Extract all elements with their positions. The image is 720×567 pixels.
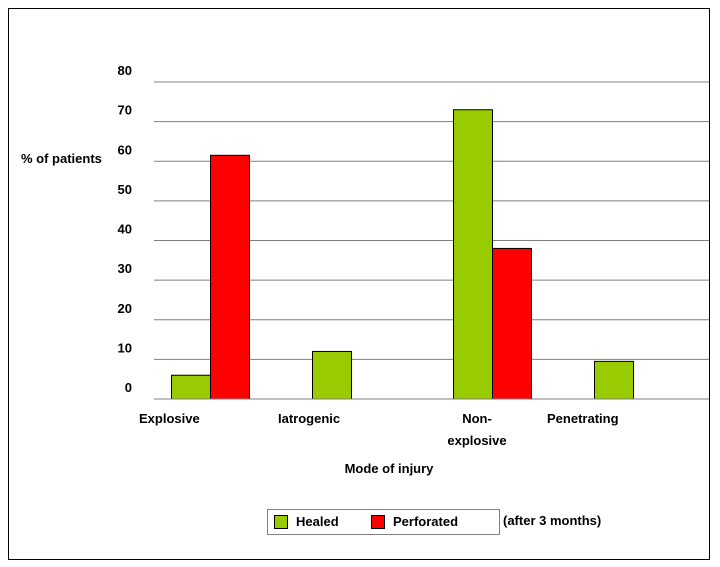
- category-label: Iatrogenic: [278, 411, 340, 426]
- bar-perforated-0: [210, 154, 250, 400]
- y-tick-label: 70: [118, 103, 132, 118]
- chart-frame: 0 10 20 30 40 50 60 70 80 Explosive Iatrogenic Non…: [8, 8, 710, 560]
- y-tick-label: 50: [118, 182, 132, 197]
- y-tick-label: 80: [118, 63, 132, 78]
- legend-swatch-healed: [274, 514, 288, 529]
- y-tick-label: 0: [125, 380, 132, 395]
- legend-item-perforated: Perforated: [371, 514, 458, 529]
- legend-label-perforated: Perforated: [393, 514, 459, 529]
- bars: [171, 109, 634, 400]
- legend-item-healed: Healed: [274, 514, 339, 529]
- bar-healed-2: [453, 109, 493, 400]
- bar-perforated-2: [492, 247, 532, 400]
- x-axis-label: Mode of injury: [345, 461, 435, 476]
- y-axis-label: % of patients: [21, 151, 102, 166]
- y-tick-label: 60: [118, 142, 132, 157]
- y-tick-labels: 0 10 20 30 40 50 60 70 80: [118, 63, 132, 395]
- y-tick-label: 20: [118, 301, 132, 316]
- category-labels: Explosive Iatrogenic Non-explosive Penetrat…: [139, 411, 619, 448]
- bar-healed-1: [312, 350, 352, 400]
- legend-label-healed: Healed: [296, 514, 339, 529]
- legend: Healed Perforated: [267, 509, 500, 535]
- y-tick-label: 30: [118, 261, 132, 276]
- category-label: Penetrating: [547, 411, 619, 426]
- bar-chart: 0 10 20 30 40 50 60 70 80 Explosive Iatrogenic Non…: [21, 63, 709, 476]
- y-tick-label: 40: [118, 222, 132, 237]
- legend-swatch-perforated: [371, 514, 385, 529]
- legend-note: (after 3 months): [503, 513, 602, 528]
- category-label: Explosive: [139, 411, 200, 426]
- bar-healed-3: [594, 360, 634, 400]
- category-label: Non-: [462, 411, 492, 426]
- y-tick-label: 10: [118, 340, 132, 355]
- category-label: explosive: [447, 433, 506, 448]
- bar-healed-0: [171, 374, 211, 400]
